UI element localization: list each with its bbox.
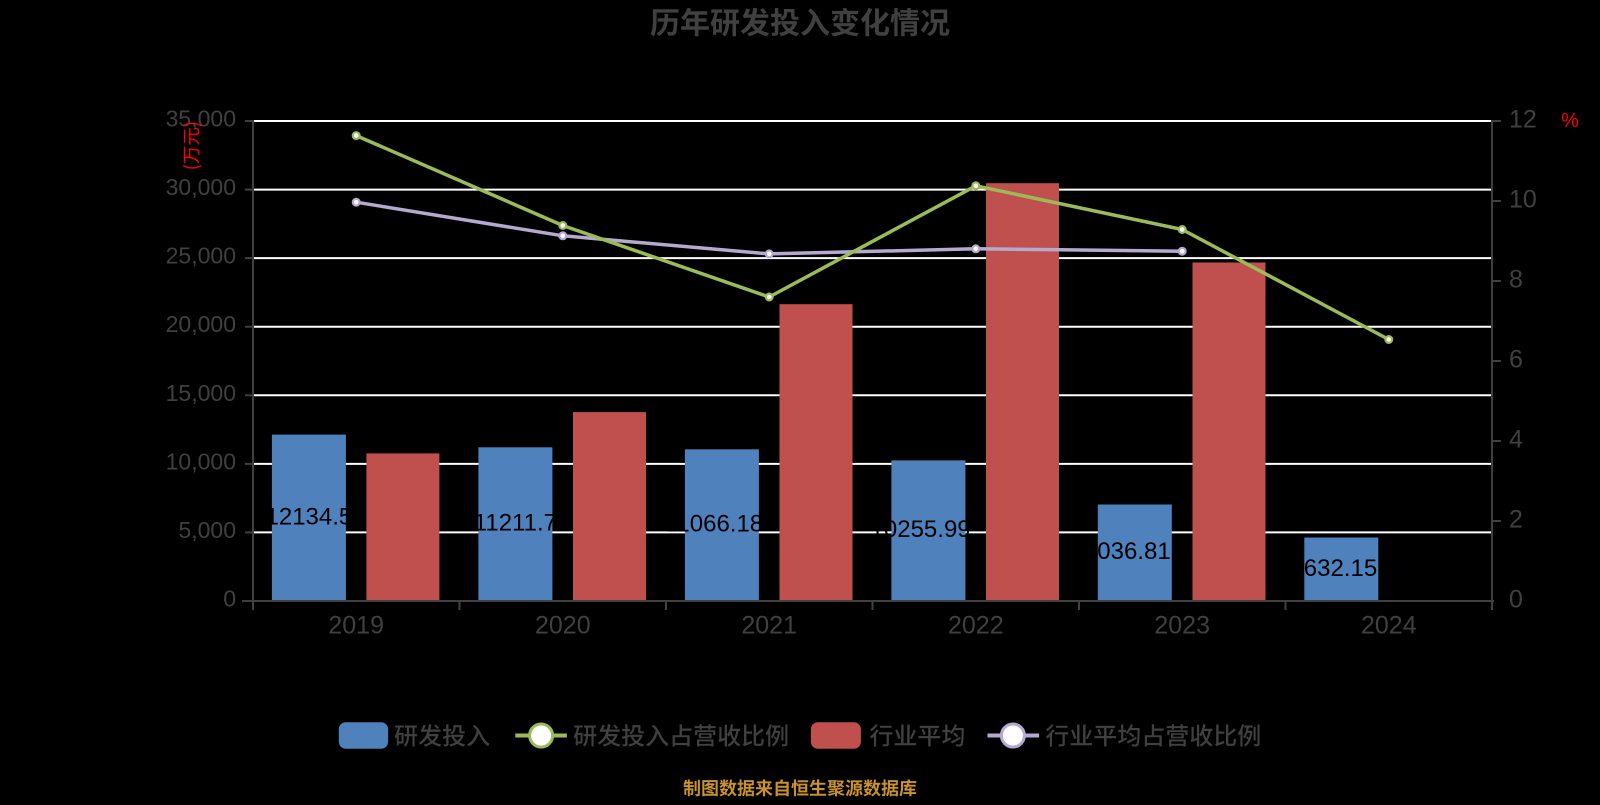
- svg-text:0: 0: [223, 586, 236, 612]
- svg-text:8: 8: [1509, 266, 1523, 294]
- svg-text:12134.5: 12134.5: [266, 503, 353, 530]
- svg-text:10,000: 10,000: [166, 448, 236, 474]
- svg-text:35,000: 35,000: [166, 106, 236, 132]
- svg-text:2019: 2019: [328, 612, 384, 640]
- svg-text:10255.99: 10255.99: [871, 516, 971, 543]
- svg-text:10: 10: [1509, 186, 1537, 214]
- svg-text:6: 6: [1509, 346, 1523, 374]
- svg-text:12: 12: [1509, 106, 1537, 134]
- svg-text:4: 4: [1509, 426, 1523, 454]
- svg-text:2021: 2021: [741, 612, 797, 640]
- svg-text:30,000: 30,000: [166, 174, 236, 200]
- svg-text:4632.15: 4632.15: [1290, 555, 1377, 582]
- svg-text:%: %: [1561, 110, 1579, 132]
- svg-text:20,000: 20,000: [166, 311, 236, 337]
- svg-text:2023: 2023: [1154, 612, 1210, 640]
- svg-text:11066.18: 11066.18: [665, 511, 763, 538]
- svg-text:25,000: 25,000: [166, 243, 236, 269]
- svg-text:2: 2: [1509, 506, 1523, 534]
- svg-text:2020: 2020: [535, 612, 591, 640]
- svg-text:5,000: 5,000: [178, 517, 236, 543]
- svg-text:0: 0: [1509, 586, 1523, 614]
- svg-text:11211.7: 11211.7: [474, 510, 557, 537]
- svg-text:2022: 2022: [948, 612, 1004, 640]
- svg-text:15,000: 15,000: [166, 380, 236, 406]
- svg-text:7036.81: 7036.81: [1084, 538, 1171, 565]
- svg-text:2024: 2024: [1361, 612, 1417, 640]
